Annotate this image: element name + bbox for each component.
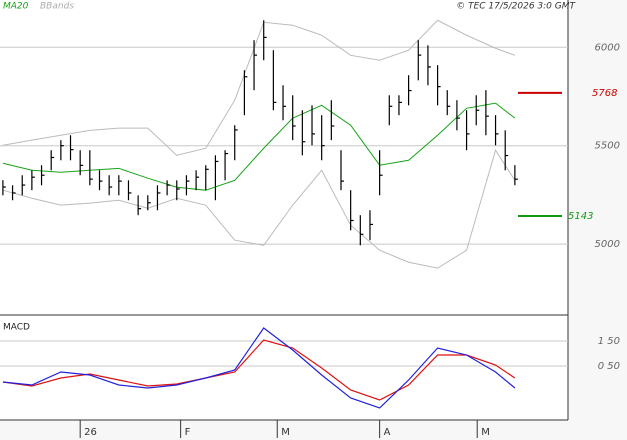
credit: © TEC 17/5/2026 3:0 GMT: [456, 2, 576, 12]
axis-panel: [568, 0, 627, 440]
annotation-label: 5768: [592, 88, 617, 99]
legend-ma20: MA20: [3, 2, 29, 12]
x-tick-label: M: [481, 427, 490, 438]
y-tick-label: 5000: [595, 239, 620, 250]
macd-line: [2, 327, 516, 409]
macd-label: MACD: [3, 323, 30, 333]
y-tick-label: 1 50: [598, 336, 620, 347]
y-tick-label: 6000: [595, 42, 620, 53]
axis-panel: [0, 420, 568, 440]
y-tick-label: 5500: [595, 141, 620, 152]
y-tick-label: 0 50: [598, 361, 620, 372]
bband-lower: [2, 149, 516, 269]
x-tick-label: A: [384, 427, 391, 438]
legend-bbands: BBands: [40, 2, 74, 12]
x-tick-label: 26: [84, 427, 97, 438]
x-tick-label: M: [281, 427, 290, 438]
x-tick-label: F: [185, 427, 191, 438]
annotation-label: 5143: [568, 211, 593, 222]
signal-line: [2, 339, 516, 401]
